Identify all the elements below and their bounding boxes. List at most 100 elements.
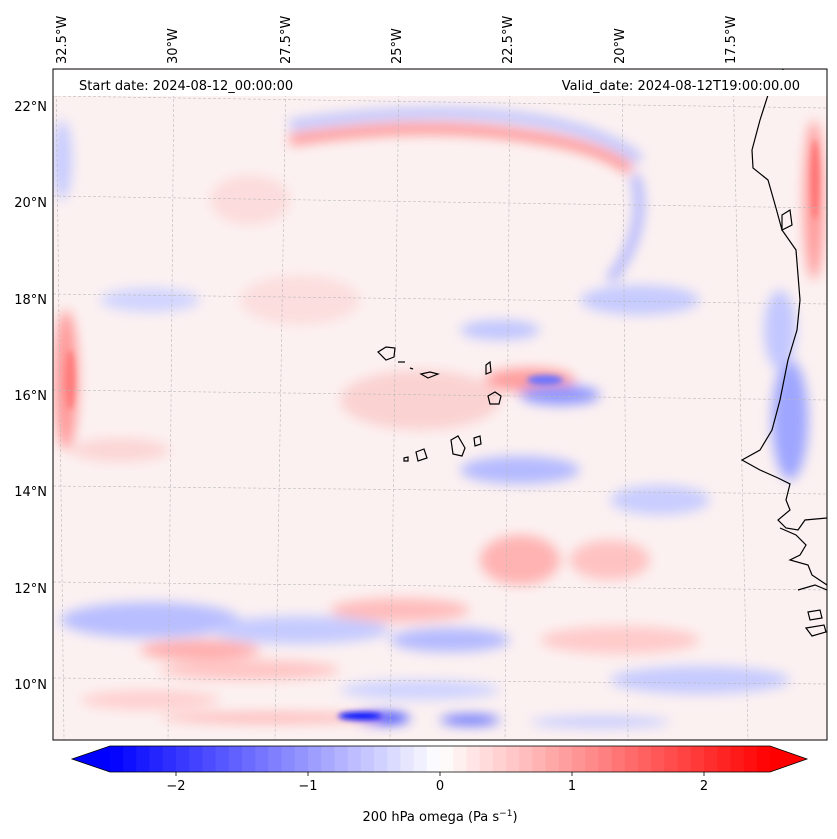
colorbar-cell <box>690 746 705 772</box>
longitude-labels: 32.5°W 30°W 27.5°W 25°W 22.5°W 20°W 17.5… <box>55 16 739 64</box>
island-fogo <box>415 448 428 462</box>
colorbar-cell <box>189 746 203 772</box>
colorbar-cell <box>545 746 560 772</box>
lon-label: 25°W <box>390 28 405 64</box>
island-santa-luzia <box>409 367 414 370</box>
island-boa-vista <box>487 391 502 405</box>
colorbar-cell <box>598 746 613 772</box>
colorbar-cell <box>162 746 177 772</box>
colorbar-label-exponent: −1 <box>499 809 512 819</box>
lat-label: 16°N <box>14 389 47 404</box>
island-sal <box>485 360 492 375</box>
island-santo-antao <box>377 346 396 361</box>
lat-label: 20°N <box>14 196 47 211</box>
colorbar-cell <box>268 746 283 772</box>
colorbar-cell <box>334 746 349 772</box>
colorbar-cell <box>479 746 494 772</box>
colorbar-cell <box>572 746 586 772</box>
colorbar-extend-low <box>72 746 110 772</box>
island-sao-nicolau <box>419 371 440 379</box>
colorbar-cell <box>255 746 269 772</box>
colorbar-cell <box>426 746 441 772</box>
colorbar-cell <box>638 746 652 772</box>
colorbar-cell <box>624 746 639 772</box>
lat-label: 12°N <box>14 582 47 597</box>
lon-label: 17.5°W <box>724 16 739 64</box>
colorbar-cell <box>110 746 124 772</box>
colorbar-cell <box>730 746 745 772</box>
island-maio <box>473 435 482 447</box>
colorbar-ticks: −2 −1 0 1 2 <box>166 772 708 794</box>
colorbar-tick-label: −2 <box>166 779 185 794</box>
lon-label: 22.5°W <box>501 16 516 64</box>
colorbar-cell <box>677 746 692 772</box>
colorbar-cell <box>585 746 599 772</box>
colorbar-cell <box>202 746 217 772</box>
colorbar-cell <box>123 746 137 772</box>
colorbar-cell <box>360 746 375 772</box>
colorbar-cell <box>374 746 388 772</box>
graticule <box>53 69 827 740</box>
map-frame <box>52 68 828 741</box>
colorbar-cell <box>506 746 520 772</box>
colorbar-label-end: ) <box>512 810 517 825</box>
colorbar-cell <box>519 746 533 772</box>
colorbar-tick-label: 1 <box>568 779 576 794</box>
cape-verde-islands <box>377 346 502 462</box>
colorbar-cell <box>558 746 573 772</box>
island-santiago <box>450 435 466 457</box>
header-band <box>53 70 827 96</box>
colorbar-tick-label: 0 <box>436 779 444 794</box>
colorbar-tick-label: 2 <box>700 779 708 794</box>
colorbar-label-text: 200 hPa omega (Pa s <box>362 810 499 825</box>
colorbar-cell <box>176 746 190 772</box>
colorbar-cell <box>453 746 467 772</box>
colorbar-label: 200 hPa omega (Pa s−1) <box>362 809 517 825</box>
colorbar-cell <box>387 746 401 772</box>
colorbar-outline <box>70 745 809 773</box>
colorbar: −2 −1 0 1 2 200 hPa omega (Pa s−1) <box>70 745 809 825</box>
colorbar-cell <box>228 746 243 772</box>
start-date-label: Start date: 2024-08-12_00:00:00 <box>79 79 293 94</box>
latitude-labels: 22°N 20°N 18°N 16°N 14°N 12°N 10°N <box>14 100 47 693</box>
coastline <box>740 69 827 637</box>
colorbar-cell <box>242 746 256 772</box>
colorbar-cell <box>664 746 679 772</box>
omega-field <box>53 69 827 740</box>
colorbar-cell <box>215 746 230 772</box>
colorbar-cell <box>400 746 415 772</box>
colorbar-cell <box>717 746 731 772</box>
colorbar-cell <box>611 746 626 772</box>
lat-label: 10°N <box>14 678 47 693</box>
colorbar-cell <box>294 746 309 772</box>
lon-label: 32.5°W <box>55 16 70 64</box>
lon-label: 27.5°W <box>279 16 294 64</box>
colorbar-cell <box>466 746 481 772</box>
colorbar-cell <box>413 746 428 772</box>
colorbar-cell <box>743 746 758 772</box>
colorbar-cell <box>651 746 665 772</box>
lat-label: 22°N <box>14 100 47 115</box>
lat-label: 14°N <box>14 485 47 500</box>
colorbar-cell <box>756 746 771 772</box>
colorbar-cell <box>136 746 151 772</box>
colorbar-cell <box>492 746 507 772</box>
colorbar-cell <box>321 746 335 772</box>
valid-date-label: Valid_date: 2024-08-12T19:00:00.00 <box>562 79 800 94</box>
colorbar-cell <box>308 746 322 772</box>
colorbar-cell <box>281 746 296 772</box>
colorbar-cell <box>440 746 454 772</box>
colorbar-cell <box>347 746 362 772</box>
colorbar-extend-high <box>770 746 807 772</box>
island-brava <box>403 456 409 462</box>
colorbar-cell <box>149 746 164 772</box>
colorbar-tick-label: −1 <box>298 779 317 794</box>
colorbar-cell <box>532 746 547 772</box>
colorbar-cell <box>704 746 718 772</box>
map-panel: Start date: 2024-08-12_00:00:00 Valid_da… <box>52 68 828 741</box>
lon-label: 30°W <box>166 28 181 64</box>
lon-label: 20°W <box>613 28 628 64</box>
lat-label: 18°N <box>14 293 47 308</box>
colorbar-cells <box>110 746 771 772</box>
